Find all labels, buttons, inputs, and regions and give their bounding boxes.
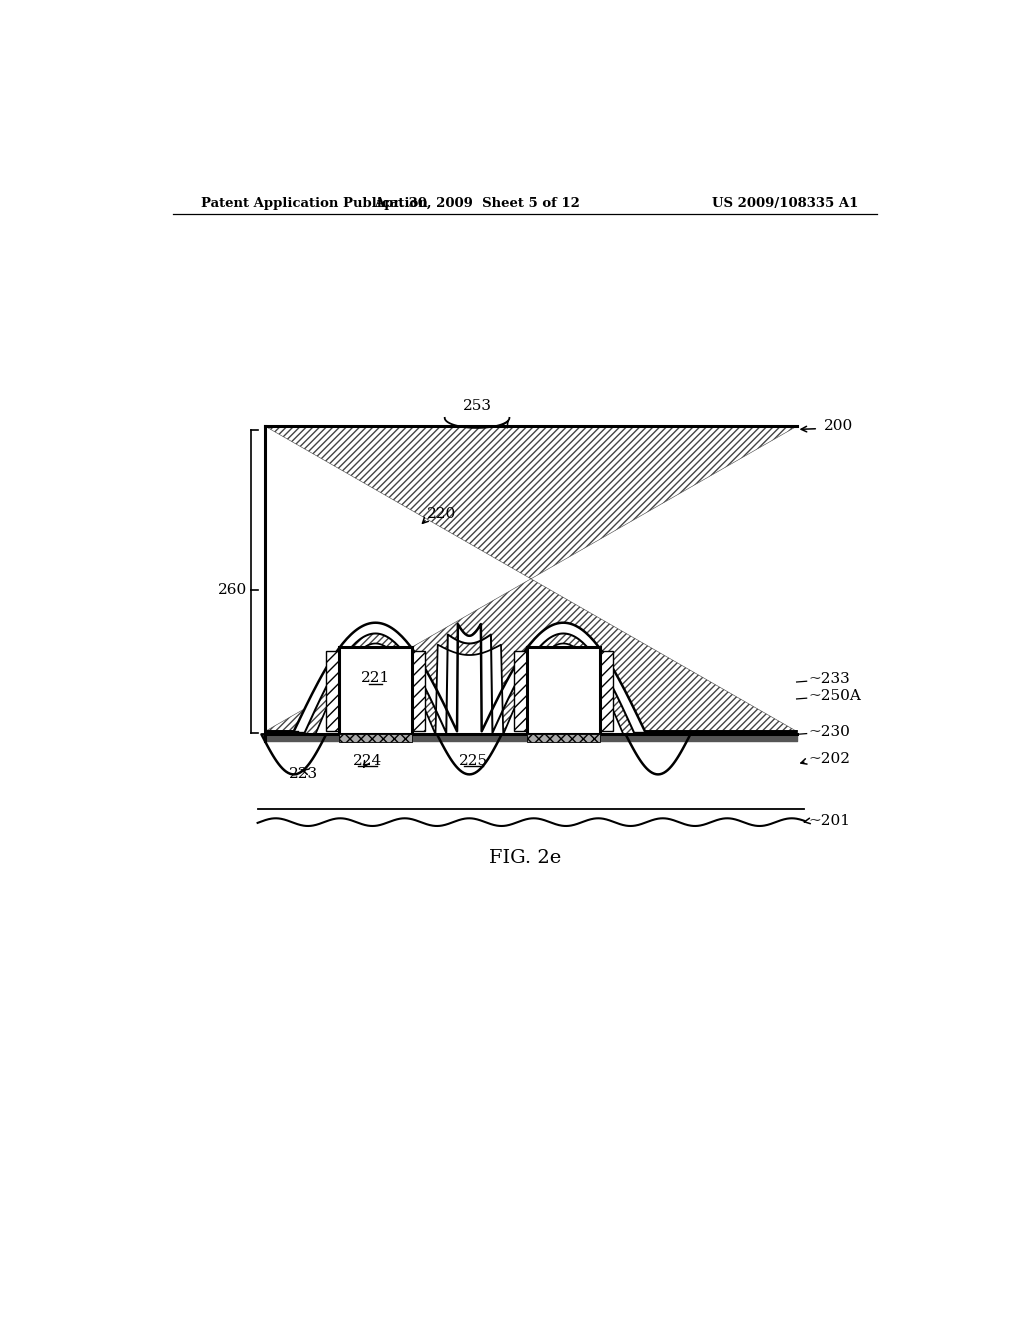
Bar xyxy=(339,647,413,734)
Polygon shape xyxy=(265,426,797,731)
Polygon shape xyxy=(265,644,797,812)
Bar xyxy=(527,647,600,734)
Polygon shape xyxy=(265,623,797,733)
Text: 253: 253 xyxy=(463,400,492,413)
Text: 220: 220 xyxy=(427,507,457,521)
Text: ~202: ~202 xyxy=(808,752,850,766)
Text: US 2009/108335 A1: US 2009/108335 A1 xyxy=(712,197,858,210)
Text: 223: 223 xyxy=(289,767,318,781)
Text: Apr. 30, 2009  Sheet 5 of 12: Apr. 30, 2009 Sheet 5 of 12 xyxy=(374,197,580,210)
Text: 221: 221 xyxy=(360,671,390,685)
Bar xyxy=(527,734,600,742)
Text: 200: 200 xyxy=(823,420,853,433)
Bar xyxy=(326,651,339,730)
Text: FIG. 2e: FIG. 2e xyxy=(488,849,561,866)
Polygon shape xyxy=(261,734,797,850)
Bar xyxy=(265,426,797,888)
Text: Patent Application Publication: Patent Application Publication xyxy=(202,197,428,210)
Bar xyxy=(514,651,527,730)
Polygon shape xyxy=(265,634,797,734)
Text: ~230: ~230 xyxy=(808,725,850,739)
Text: ~201: ~201 xyxy=(808,813,850,828)
Text: 224: 224 xyxy=(353,754,382,767)
Bar xyxy=(412,651,425,730)
Text: 225: 225 xyxy=(459,754,487,767)
Bar xyxy=(599,651,612,730)
Text: ~250A: ~250A xyxy=(808,689,861,702)
Text: ~233: ~233 xyxy=(808,672,850,686)
Text: 260: 260 xyxy=(218,582,248,597)
Bar xyxy=(339,734,413,742)
